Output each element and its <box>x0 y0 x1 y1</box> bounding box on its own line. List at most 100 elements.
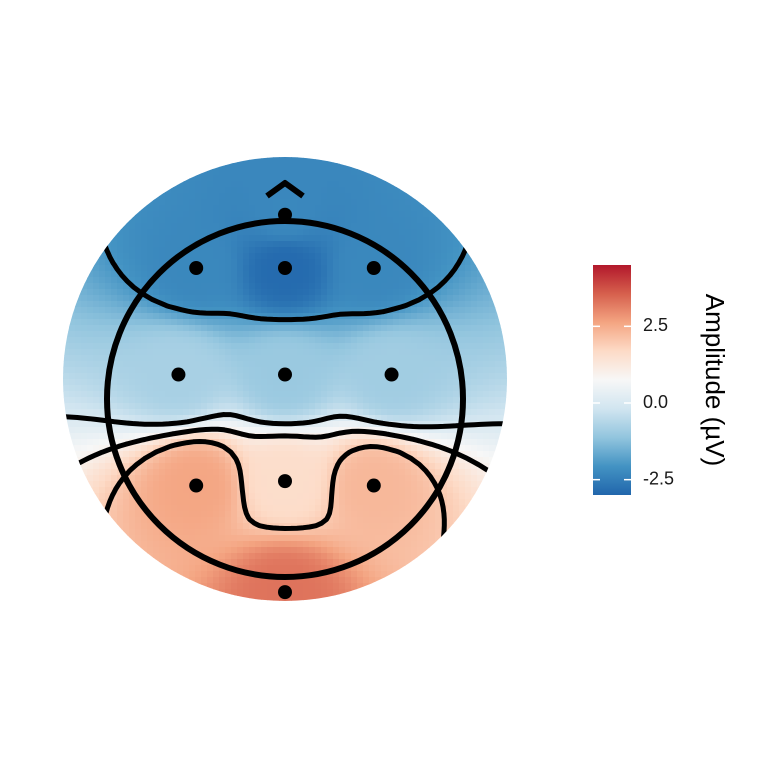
scalp-cell <box>285 379 292 386</box>
scalp-cell <box>321 559 328 566</box>
scalp-cell <box>351 361 358 368</box>
scalp-cell <box>375 355 382 362</box>
scalp-cell <box>333 355 340 362</box>
scalp-cell <box>303 385 310 392</box>
scalp-cell <box>273 451 280 458</box>
scalp-cell <box>405 223 412 230</box>
scalp-cell <box>363 493 370 500</box>
scalp-cell <box>381 301 388 308</box>
scalp-cell <box>201 319 208 326</box>
scalp-cell <box>219 211 226 218</box>
scalp-cell <box>297 529 304 536</box>
scalp-cell <box>351 523 358 530</box>
scalp-cell <box>99 253 106 260</box>
scalp-cell <box>201 265 208 272</box>
scalp-cell <box>171 571 178 578</box>
scalp-cell <box>423 391 430 398</box>
scalp-cell <box>213 367 220 374</box>
scalp-cell <box>225 583 232 590</box>
scalp-cell <box>381 235 388 242</box>
scalp-cell <box>357 481 364 488</box>
scalp-cell <box>249 169 256 176</box>
scalp-cell <box>495 379 502 386</box>
scalp-cell <box>477 307 484 314</box>
scalp-cell <box>201 457 208 464</box>
scalp-cell <box>453 517 460 524</box>
scalp-cell <box>99 289 106 296</box>
scalp-cell <box>399 307 406 314</box>
scalp-cell <box>345 457 352 464</box>
scalp-cell <box>213 457 220 464</box>
scalp-cell <box>435 325 442 332</box>
scalp-cell <box>255 469 262 476</box>
scalp-cell <box>381 271 388 278</box>
scalp-cell <box>381 427 388 434</box>
scalp-cell <box>225 259 232 266</box>
scalp-cell <box>351 469 358 476</box>
scalp-cell <box>219 241 226 248</box>
scalp-cell <box>279 223 286 230</box>
scalp-cell <box>279 337 286 344</box>
scalp-cell <box>333 187 340 194</box>
scalp-cell <box>267 391 274 398</box>
scalp-cell <box>183 199 190 206</box>
scalp-cell <box>435 517 442 524</box>
scalp-cell <box>93 307 100 314</box>
scalp-cell <box>393 499 400 506</box>
scalp-cell <box>183 265 190 272</box>
scalp-cell <box>459 271 466 278</box>
scalp-cell <box>129 517 136 524</box>
scalp-cell <box>135 307 142 314</box>
scalp-cell <box>255 595 262 601</box>
scalp-cell <box>393 223 400 230</box>
scalp-cell <box>309 283 316 290</box>
scalp-cell <box>249 295 256 302</box>
scalp-cell <box>297 475 304 482</box>
scalp-cell <box>381 439 388 446</box>
scalp-cell <box>369 415 376 422</box>
scalp-cell <box>339 541 346 548</box>
scalp-cell <box>267 367 274 374</box>
scalp-cell <box>255 289 262 296</box>
scalp-cell <box>279 313 286 320</box>
scalp-cell <box>393 175 400 182</box>
scalp-cell <box>381 571 388 578</box>
scalp-cell <box>279 469 286 476</box>
scalp-cell <box>459 523 466 530</box>
scalp-cell <box>243 181 250 188</box>
scalp-cell <box>237 505 244 512</box>
scalp-cell <box>225 523 232 530</box>
scalp-cell <box>309 595 316 601</box>
scalp-cell <box>429 481 436 488</box>
scalp-cell <box>237 157 244 164</box>
scalp-cell <box>339 535 346 542</box>
scalp-cell <box>309 289 316 296</box>
scalp-cell <box>189 541 196 548</box>
scalp-cell <box>291 307 298 314</box>
scalp-cell <box>441 487 448 494</box>
scalp-cell <box>303 187 310 194</box>
scalp-cell <box>333 517 340 524</box>
scalp-cell <box>363 193 370 200</box>
scalp-cell <box>291 289 298 296</box>
scalp-cell <box>105 487 112 494</box>
scalp-cell <box>105 469 112 476</box>
scalp-cell <box>207 199 214 206</box>
scalp-cell <box>393 571 400 578</box>
scalp-cell <box>195 469 202 476</box>
scalp-cell <box>81 331 88 338</box>
scalp-cell <box>219 157 226 164</box>
scalp-cell <box>417 211 424 218</box>
scalp-cell <box>273 397 280 404</box>
scalp-cell <box>375 301 382 308</box>
scalp-cell <box>225 181 232 188</box>
scalp-cell <box>99 373 106 380</box>
scalp-cell <box>123 499 130 506</box>
scalp-cell <box>207 271 214 278</box>
scalp-cell <box>243 295 250 302</box>
scalp-cell <box>261 445 268 452</box>
scalp-cell <box>333 523 340 530</box>
scalp-cell <box>393 577 400 584</box>
scalp-cell <box>87 319 94 326</box>
scalp-cell <box>309 319 316 326</box>
